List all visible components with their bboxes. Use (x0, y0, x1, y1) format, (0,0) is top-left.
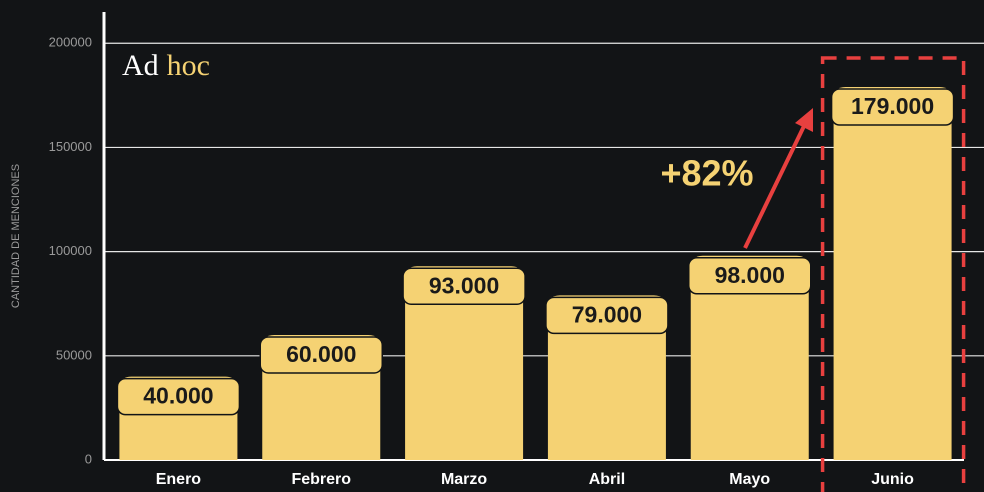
y-tick-label: 200000 (49, 35, 92, 50)
bar (690, 255, 809, 460)
brand-logo: Ad hoc (122, 49, 210, 82)
bar (405, 266, 524, 460)
value-label: 98.000 (715, 262, 785, 288)
bar (833, 87, 952, 461)
x-tick-label: Febrero (291, 471, 351, 488)
x-tick-label: Junio (871, 471, 914, 488)
brand-ad: Ad (122, 49, 159, 82)
value-label: 79.000 (572, 301, 642, 327)
y-tick-label: 150000 (49, 139, 92, 154)
brand-hoc: hoc (167, 49, 210, 82)
y-tick-label: 0 (85, 451, 92, 466)
y-tick-label: 100000 (49, 243, 92, 258)
bar (547, 295, 666, 460)
value-label-box (259, 336, 383, 374)
value-label: 179.000 (851, 93, 934, 119)
arrow-line (743, 123, 807, 249)
value-label: 40.000 (143, 383, 213, 409)
x-tick-label: Enero (156, 471, 202, 488)
y-tick-label: 50000 (56, 347, 92, 362)
arrow-head (795, 108, 813, 132)
x-tick-label: Marzo (441, 471, 487, 488)
annotation: +82% (660, 153, 753, 194)
value-label: 60.000 (286, 341, 356, 367)
x-tick-label: Mayo (729, 471, 770, 488)
x-tick-label: Abril (589, 471, 625, 488)
highlight-box (820, 56, 966, 492)
value-label-box (116, 377, 241, 416)
value-label-box (545, 296, 669, 335)
y-axis-label: CANTIDAD DE MENCIONES (10, 164, 22, 308)
value-label-box (402, 267, 526, 305)
value-label: 93.000 (429, 272, 499, 298)
value-label-box (830, 88, 955, 126)
value-label-box (688, 257, 812, 295)
